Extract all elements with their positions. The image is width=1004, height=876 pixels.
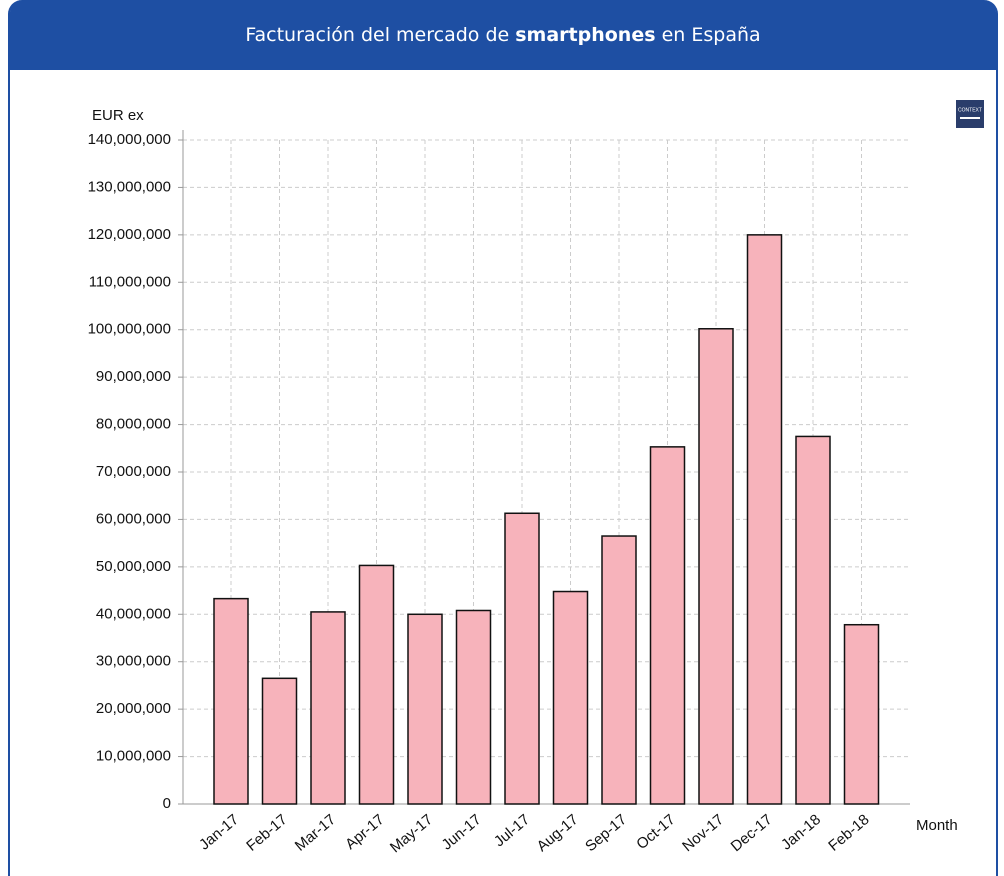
y-tick-label: 90,000,000 (96, 368, 171, 385)
title-part: Facturación del mercado de (245, 24, 510, 46)
title-bold: smartphones (515, 24, 656, 46)
bar (358, 564, 395, 805)
y-tick-label: 100,000,000 (88, 321, 171, 338)
title-part: en España (661, 24, 761, 46)
x-tick-label: May-17 (387, 811, 436, 856)
y-tick-label: 30,000,000 (96, 653, 171, 670)
x-tick-label: Nov-17 (679, 811, 727, 855)
panel: Facturación del mercado de smartphones e… (8, 0, 998, 876)
y-tick-label: 80,000,000 (96, 416, 171, 433)
x-tick-label: Jan-18 (778, 811, 824, 854)
y-tick-label: 10,000,000 (96, 748, 171, 765)
x-tick-label: Sep-17 (582, 811, 630, 855)
y-tick-label: 20,000,000 (96, 700, 171, 717)
bar (843, 623, 880, 805)
bar (649, 446, 686, 805)
bar (746, 234, 783, 805)
y-tick-label: 110,000,000 (89, 273, 171, 290)
x-tick-label: Feb-17 (243, 811, 290, 855)
bar (552, 590, 589, 805)
header: Facturación del mercado de smartphones e… (10, 0, 996, 70)
y-tick-label: 40,000,000 (96, 605, 171, 622)
y-tick-label: 70,000,000 (96, 463, 171, 480)
bar (407, 613, 443, 805)
y-tick-label: 120,000,000 (88, 226, 171, 243)
bar (601, 535, 637, 805)
bar (504, 512, 540, 805)
y-tick-label: 0 (163, 795, 171, 812)
y-axis-label: EUR ex (92, 107, 144, 124)
bar (213, 597, 249, 805)
x-tick-label: Jul-17 (491, 811, 533, 850)
x-tick-label: Mar-17 (292, 811, 339, 855)
y-tick-label: 130,000,000 (88, 178, 171, 195)
bar (698, 328, 734, 805)
logo-box (956, 100, 984, 128)
bar (795, 435, 831, 805)
bar (261, 677, 298, 805)
y-tick-label: 50,000,000 (96, 558, 171, 575)
y-tick-label: 60,000,000 (96, 510, 171, 527)
x-tick-label: Oct-17 (633, 811, 678, 853)
x-tick-label: Jun-17 (439, 811, 485, 854)
bar (455, 609, 492, 805)
bar (310, 611, 346, 805)
x-tick-label: Feb-18 (825, 811, 872, 855)
x-tick-label: Aug-17 (534, 811, 582, 855)
x-tick-label: Apr-17 (342, 811, 387, 853)
x-tick-label: Jan-17 (196, 811, 242, 854)
x-tick-label: Dec-17 (728, 811, 776, 855)
logo-text: CONTEXT (958, 107, 982, 113)
x-axis-label: Month (916, 817, 958, 834)
y-tick-label: 140,000,000 (88, 131, 171, 148)
